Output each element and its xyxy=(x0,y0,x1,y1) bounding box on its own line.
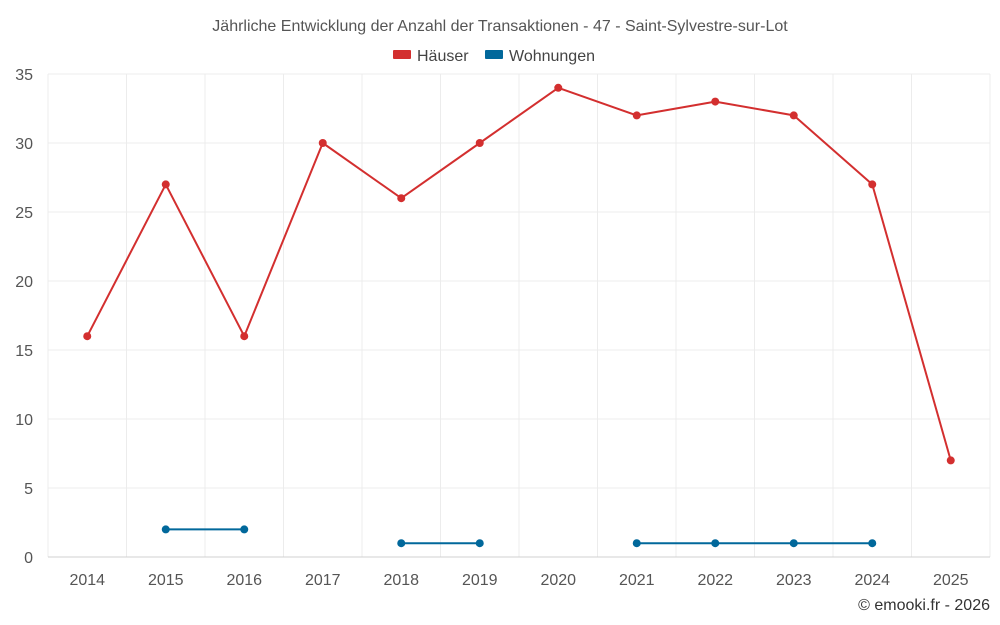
data-point-wohnungen[interactable] xyxy=(397,539,406,548)
data-point-hauser[interactable] xyxy=(789,111,798,120)
x-tick-label: 2023 xyxy=(776,572,812,589)
legend-item-haeuser[interactable]: Häuser xyxy=(393,48,469,65)
data-point-hauser[interactable] xyxy=(240,332,249,341)
data-point-wohnungen[interactable] xyxy=(240,525,249,534)
series-layer xyxy=(83,83,955,548)
data-point-hauser[interactable] xyxy=(554,83,563,92)
x-tick-label: 2015 xyxy=(148,572,184,589)
data-point-wohnungen[interactable] xyxy=(711,539,720,548)
data-point-wohnungen[interactable] xyxy=(475,539,484,548)
credit-text: © emooki.fr - 2026 xyxy=(858,597,990,614)
x-tick-label: 2019 xyxy=(462,572,498,589)
data-point-hauser[interactable] xyxy=(475,139,484,147)
x-tick-label: 2017 xyxy=(305,572,341,589)
y-tick-label: 20 xyxy=(15,274,33,291)
legend-label-haeuser: Häuser xyxy=(417,48,469,65)
data-point-wohnungen[interactable] xyxy=(632,539,641,548)
legend-item-wohnungen[interactable]: Wohnungen xyxy=(485,48,595,65)
x-tick-label: 2014 xyxy=(69,572,105,589)
y-tick-label: 30 xyxy=(15,136,33,153)
chart-title: Jährliche Entwicklung der Anzahl der Tra… xyxy=(212,18,788,35)
data-point-hauser[interactable] xyxy=(946,456,955,465)
grid xyxy=(47,73,991,558)
y-tick-label: 5 xyxy=(24,481,33,498)
data-point-hauser[interactable] xyxy=(161,180,170,189)
x-tick-label: 2020 xyxy=(540,572,576,589)
y-tick-label: 10 xyxy=(15,412,33,429)
series-wohnungen xyxy=(161,525,877,548)
x-tick-label: 2021 xyxy=(619,572,655,589)
x-tick-label: 2022 xyxy=(697,572,733,589)
data-point-wohnungen[interactable] xyxy=(789,539,798,548)
data-point-hauser[interactable] xyxy=(397,194,406,203)
y-tick-label: 25 xyxy=(15,205,33,222)
x-tick-label: 2025 xyxy=(933,572,969,589)
x-tick-label: 2024 xyxy=(854,572,890,589)
x-tick-label: 2018 xyxy=(383,572,419,589)
legend-swatch-wohnungen xyxy=(485,50,503,59)
data-point-wohnungen[interactable] xyxy=(868,539,877,548)
data-point-hauser[interactable] xyxy=(83,332,92,341)
data-point-hauser[interactable] xyxy=(711,97,720,106)
series-hauser xyxy=(83,83,955,465)
data-point-hauser[interactable] xyxy=(318,139,327,147)
legend-swatch-haeuser xyxy=(393,50,411,59)
series-line-hauser xyxy=(86,86,952,461)
y-tick-label: 35 xyxy=(15,67,33,84)
y-tick-label: 15 xyxy=(15,343,33,360)
data-point-hauser[interactable] xyxy=(868,180,877,189)
legend: Häuser Wohnungen xyxy=(393,48,595,65)
x-tick-label: 2016 xyxy=(226,572,262,589)
data-point-hauser[interactable] xyxy=(632,111,641,120)
legend-label-wohnungen: Wohnungen xyxy=(509,48,595,65)
data-point-wohnungen[interactable] xyxy=(161,525,170,534)
y-tick-label: 0 xyxy=(24,550,33,567)
